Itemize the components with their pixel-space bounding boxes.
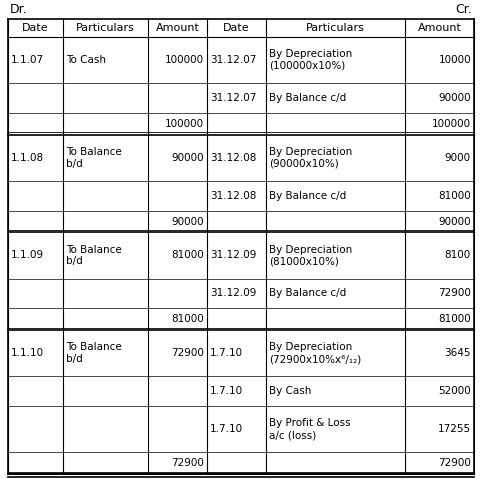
Text: Amount: Amount [418,23,462,33]
Text: 90000: 90000 [171,217,204,227]
Text: 1.1.08: 1.1.08 [11,153,44,163]
Text: 31.12.09: 31.12.09 [210,251,256,261]
Text: 81000: 81000 [438,191,471,201]
Text: Date: Date [223,23,250,33]
Text: To Cash: To Cash [66,55,106,65]
Text: 52000: 52000 [438,386,471,396]
Text: 1.1.07: 1.1.07 [11,55,44,65]
Text: 90000: 90000 [171,153,204,163]
Text: 81000: 81000 [438,314,471,324]
Text: 31.12.07: 31.12.07 [210,55,256,65]
Text: Particulars: Particulars [76,23,135,33]
Text: By Balance c/d: By Balance c/d [269,288,346,298]
Text: 1.7.10: 1.7.10 [210,424,243,434]
Text: By Depreciation
(81000x10%): By Depreciation (81000x10%) [269,245,352,266]
Text: 1.7.10: 1.7.10 [210,348,243,358]
Text: 100000: 100000 [165,55,204,65]
Text: Date: Date [22,23,49,33]
Text: By Cash: By Cash [269,386,311,396]
Text: 90000: 90000 [438,93,471,103]
Text: Cr.: Cr. [455,3,472,16]
Text: 72900: 72900 [171,348,204,358]
Text: 31.12.09: 31.12.09 [210,288,256,298]
Text: 9000: 9000 [445,153,471,163]
Text: By Depreciation
(100000x10%): By Depreciation (100000x10%) [269,49,352,71]
Text: To Balance
b/d: To Balance b/d [66,245,122,266]
Text: 31.12.08: 31.12.08 [210,153,256,163]
Text: 100000: 100000 [432,119,471,129]
Text: 10000: 10000 [438,55,471,65]
Text: 3645: 3645 [444,348,471,358]
Text: 1.1.10: 1.1.10 [11,348,44,358]
Text: 81000: 81000 [171,314,204,324]
Text: 1.7.10: 1.7.10 [210,386,243,396]
Text: By Depreciation
(90000x10%): By Depreciation (90000x10%) [269,147,352,169]
Text: 1.1.09: 1.1.09 [11,251,44,261]
Text: 81000: 81000 [171,251,204,261]
Text: To Balance
b/d: To Balance b/d [66,147,122,169]
Text: By Balance c/d: By Balance c/d [269,93,346,103]
Text: 72900: 72900 [438,458,471,468]
Text: 31.12.07: 31.12.07 [210,93,256,103]
Text: 8100: 8100 [445,251,471,261]
Text: 17255: 17255 [438,424,471,434]
Text: 72900: 72900 [438,288,471,298]
Text: By Balance c/d: By Balance c/d [269,191,346,201]
Text: 90000: 90000 [438,217,471,227]
Text: To Balance
b/d: To Balance b/d [66,342,122,364]
Text: Dr.: Dr. [10,3,28,16]
Text: By Profit & Loss
a/c (loss): By Profit & Loss a/c (loss) [269,419,350,440]
Text: 31.12.08: 31.12.08 [210,191,256,201]
Text: 100000: 100000 [165,119,204,129]
Text: Amount: Amount [156,23,200,33]
Text: 72900: 72900 [171,458,204,468]
Text: Particulars: Particulars [306,23,365,33]
Text: By Depreciation
(72900x10%x⁶/₁₂): By Depreciation (72900x10%x⁶/₁₂) [269,342,361,364]
